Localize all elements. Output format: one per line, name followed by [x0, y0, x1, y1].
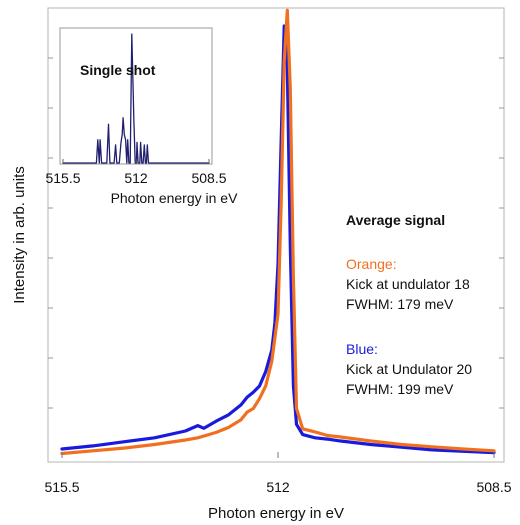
- inset-plot-frame: [59, 27, 213, 165]
- inset-x-tick-label: 508.5: [191, 170, 226, 186]
- inset-series-group: [62, 33, 210, 164]
- inset-x-axis-label: Photon energy in eV: [111, 190, 239, 206]
- legend-orange-line2: FWHM: 179 meV: [346, 296, 454, 312]
- legend-blue-name: Blue:: [346, 341, 378, 357]
- main-x-tick-label: 512: [266, 479, 290, 495]
- inset-x-tick-label: 512: [124, 170, 148, 186]
- main-y-ticks: [48, 57, 504, 409]
- main-x-tick-label: 515.5: [44, 479, 79, 495]
- legend-blue-line1: Kick at Undulator 20: [346, 361, 473, 377]
- legend-orange-name: Orange:: [346, 256, 397, 272]
- legend-blue-line2: FWHM: 199 meV: [346, 381, 454, 397]
- main-series-group: [60, 8, 496, 456]
- main-series-orange-line: [60, 8, 496, 456]
- inset-series-trace-line: [62, 33, 210, 164]
- inset-title: Single shot: [80, 62, 156, 78]
- main-series-blue-line: [60, 24, 496, 455]
- main-x-ticks: 515.5 512 508.5: [44, 452, 512, 495]
- main-y-axis-label: Intensity in arb. units: [11, 166, 28, 304]
- legend-heading: Average signal: [346, 212, 446, 228]
- main-x-axis-label: Photon energy in eV: [208, 505, 344, 522]
- main-x-tick-label: 508.5: [476, 479, 511, 495]
- inset-x-tick-label: 515.5: [45, 170, 80, 186]
- main-plot-frame: [47, 7, 505, 463]
- legend-orange-line1: Kick at undulator 18: [346, 276, 470, 292]
- inset-x-ticks: 515.5 512 508.5: [45, 159, 227, 186]
